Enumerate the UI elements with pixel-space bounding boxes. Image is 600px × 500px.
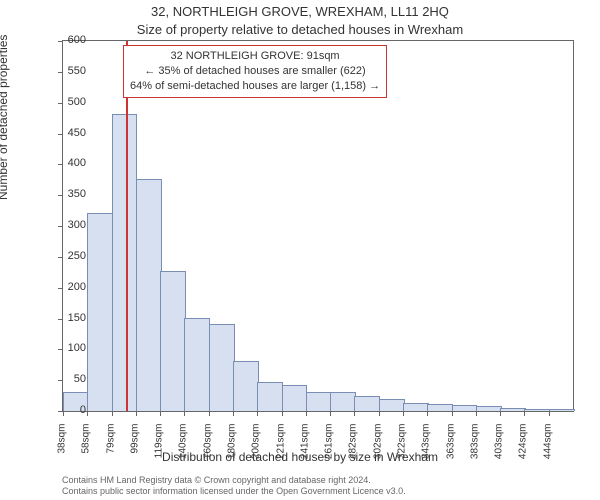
x-tick-label: 180sqm — [227, 424, 238, 464]
histogram-bar — [403, 403, 429, 411]
x-tick-label: 383sqm — [469, 424, 480, 464]
x-tick-mark — [306, 411, 307, 416]
x-tick-mark — [160, 411, 161, 416]
histogram-bar — [209, 324, 235, 411]
x-tick-label: 79sqm — [105, 424, 116, 464]
x-tick-mark — [209, 411, 210, 416]
histogram-bar — [87, 213, 113, 411]
histogram-bar — [427, 404, 453, 411]
histogram-bar — [306, 392, 332, 412]
x-tick-mark — [427, 411, 428, 416]
x-tick-label: 119sqm — [154, 424, 165, 464]
histogram-bar — [257, 382, 283, 411]
y-tick-label: 550 — [46, 65, 86, 77]
x-tick-label: 160sqm — [202, 424, 213, 464]
x-tick-label: 241sqm — [299, 424, 310, 464]
x-tick-mark — [524, 411, 525, 416]
x-tick-label: 282sqm — [348, 424, 359, 464]
x-tick-mark — [403, 411, 404, 416]
histogram-bar — [233, 361, 259, 411]
y-tick-label: 0 — [46, 404, 86, 416]
y-tick-label: 400 — [46, 157, 86, 169]
footer-line1: Contains HM Land Registry data © Crown c… — [62, 475, 572, 487]
y-axis-label: Number of detached properties — [0, 35, 10, 200]
histogram-bar — [282, 385, 308, 411]
x-tick-label: 200sqm — [251, 424, 262, 464]
histogram-bar — [160, 271, 186, 411]
x-tick-mark — [257, 411, 258, 416]
chart-title-address: 32, NORTHLEIGH GROVE, WREXHAM, LL11 2HQ — [0, 4, 600, 19]
x-tick-mark — [87, 411, 88, 416]
y-tick-label: 50 — [46, 373, 86, 385]
x-tick-mark — [549, 411, 550, 416]
histogram-bar — [476, 406, 502, 411]
y-tick-label: 300 — [46, 219, 86, 231]
x-tick-label: 403sqm — [494, 424, 505, 464]
histogram-bar — [549, 409, 575, 411]
y-tick-label: 350 — [46, 188, 86, 200]
x-tick-mark — [379, 411, 380, 416]
x-tick-label: 221sqm — [275, 424, 286, 464]
histogram-bar — [500, 408, 526, 411]
histogram-bar — [524, 409, 550, 411]
histogram-bar — [184, 318, 210, 412]
annotation-box: 32 NORTHLEIGH GROVE: 91sqm← 35% of detac… — [123, 45, 387, 98]
y-tick-label: 500 — [46, 96, 86, 108]
x-tick-mark — [233, 411, 234, 416]
y-tick-label: 450 — [46, 127, 86, 139]
histogram-bar — [112, 114, 138, 411]
x-tick-label: 424sqm — [518, 424, 529, 464]
x-tick-label: 99sqm — [129, 424, 140, 464]
y-tick-label: 200 — [46, 281, 86, 293]
y-tick-label: 150 — [46, 312, 86, 324]
y-tick-label: 250 — [46, 250, 86, 262]
histogram-bar — [452, 405, 478, 411]
x-tick-mark — [136, 411, 137, 416]
y-tick-label: 100 — [46, 342, 86, 354]
x-tick-label: 302sqm — [372, 424, 383, 464]
x-tick-mark — [282, 411, 283, 416]
histogram-bar — [330, 392, 356, 412]
x-tick-label: 261sqm — [324, 424, 335, 464]
histogram-bar — [136, 179, 162, 411]
x-tick-mark — [354, 411, 355, 416]
x-tick-label: 58sqm — [81, 424, 92, 464]
x-tick-label: 140sqm — [178, 424, 189, 464]
x-tick-mark — [500, 411, 501, 416]
x-tick-mark — [184, 411, 185, 416]
chart-title-desc: Size of property relative to detached ho… — [0, 22, 600, 37]
footer-attribution: Contains HM Land Registry data © Crown c… — [62, 475, 572, 498]
annot-line1: 32 NORTHLEIGH GROVE: 91sqm — [130, 49, 380, 64]
x-tick-mark — [330, 411, 331, 416]
x-tick-label: 343sqm — [421, 424, 432, 464]
x-tick-mark — [452, 411, 453, 416]
x-tick-mark — [476, 411, 477, 416]
footer-line2: Contains public sector information licen… — [62, 486, 572, 498]
plot-area: 32 NORTHLEIGH GROVE: 91sqm← 35% of detac… — [62, 40, 574, 412]
histogram-bar — [354, 396, 380, 411]
annot-line3: 64% of semi-detached houses are larger (… — [130, 79, 380, 94]
x-tick-label: 363sqm — [445, 424, 456, 464]
x-tick-mark — [112, 411, 113, 416]
x-tick-label: 444sqm — [542, 424, 553, 464]
y-tick-label: 600 — [46, 34, 86, 46]
chart-container: 32, NORTHLEIGH GROVE, WREXHAM, LL11 2HQ … — [0, 0, 600, 500]
annot-line2: ← 35% of detached houses are smaller (62… — [130, 64, 380, 79]
x-tick-label: 322sqm — [397, 424, 408, 464]
histogram-bar — [379, 399, 405, 411]
x-tick-label: 38sqm — [57, 424, 68, 464]
